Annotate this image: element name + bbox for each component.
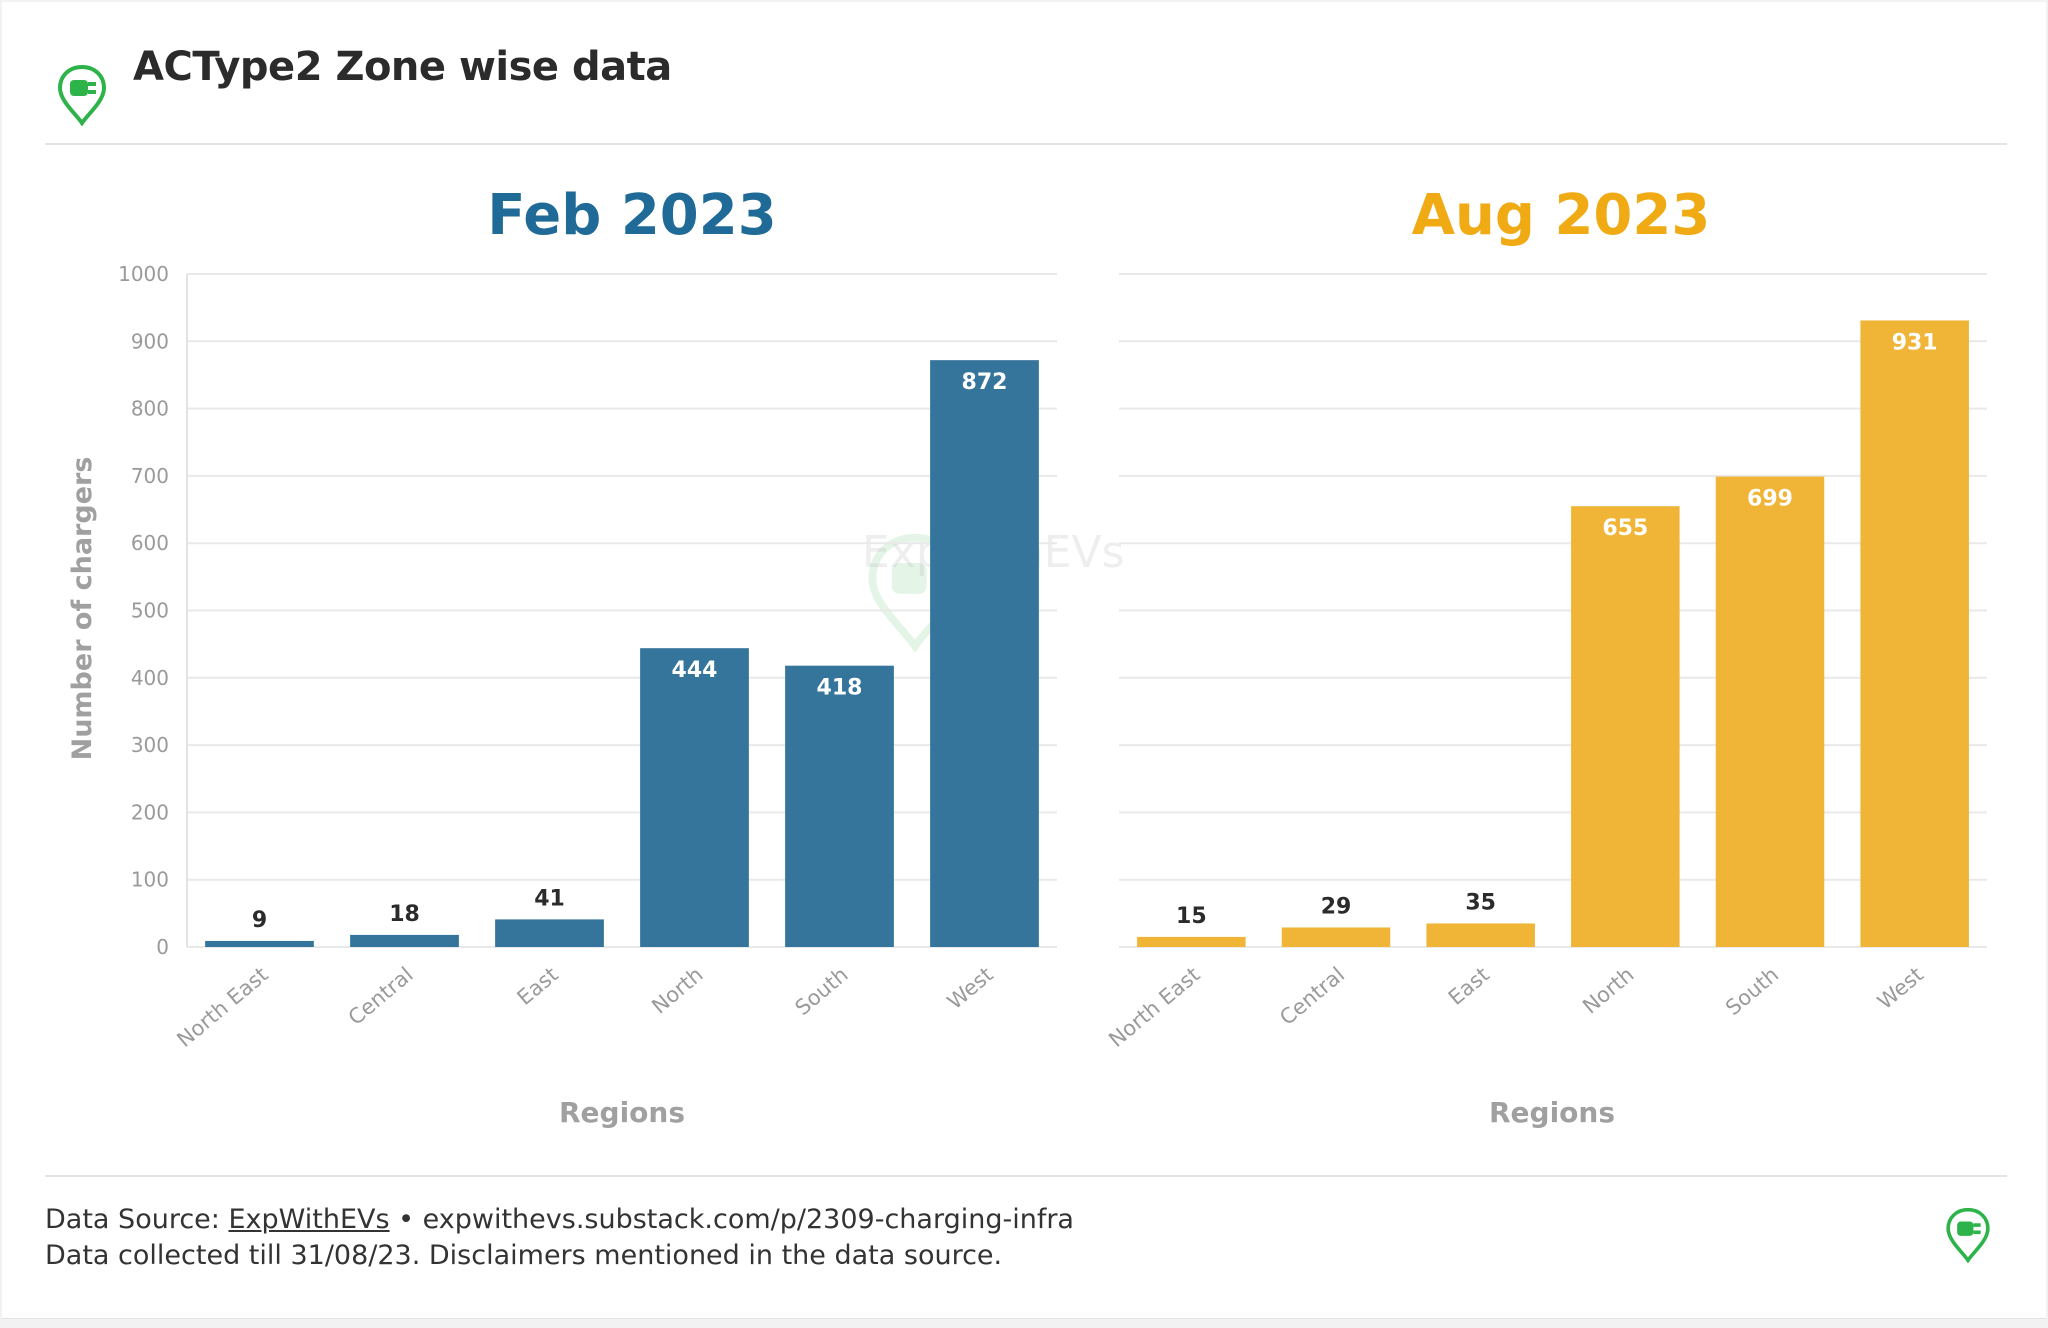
bar bbox=[785, 665, 894, 947]
bar bbox=[1860, 320, 1969, 947]
bar bbox=[1137, 936, 1246, 947]
x-tick-label: Central bbox=[344, 962, 418, 1030]
ev-plug-location-icon bbox=[1946, 1207, 1990, 1263]
x-tick-label: North bbox=[1578, 962, 1638, 1018]
x-tick-label: East bbox=[513, 962, 563, 1010]
bar bbox=[640, 648, 749, 947]
x-tick-label: North East bbox=[172, 962, 272, 1052]
bar bbox=[1571, 506, 1680, 947]
bar bbox=[930, 360, 1039, 947]
data-label: 418 bbox=[817, 676, 863, 701]
data-label: 931 bbox=[1892, 330, 1938, 355]
bar bbox=[1281, 927, 1391, 947]
footer-divider bbox=[45, 1175, 2007, 1177]
bar-charts: 0 100 200 300 400 500 600 700 800 900 1000 Feb 2023… bbox=[67, 183, 1987, 1129]
bar bbox=[205, 940, 314, 947]
y-tick-label: 900 bbox=[131, 329, 169, 353]
bar bbox=[1715, 476, 1825, 947]
y-tick-label: 100 bbox=[131, 868, 169, 892]
y-tick-label: 600 bbox=[131, 531, 169, 555]
data-label: 872 bbox=[962, 370, 1008, 395]
y-tick-label: 800 bbox=[131, 397, 169, 421]
x-tick-label: Central bbox=[1275, 962, 1349, 1030]
data-label: 29 bbox=[1321, 894, 1352, 919]
y-tick-label: 1000 bbox=[118, 262, 169, 286]
data-label: 18 bbox=[389, 902, 420, 927]
y-tick-label: 700 bbox=[131, 464, 169, 488]
y-tick-label: 200 bbox=[131, 800, 169, 824]
footer-source-prefix: Data Source: bbox=[45, 1204, 229, 1235]
bar bbox=[1426, 923, 1535, 947]
header-divider bbox=[45, 143, 2007, 145]
y-axis-label: Number of chargers bbox=[67, 457, 98, 761]
x-tick-label: South bbox=[1721, 962, 1783, 1020]
x-tick-label: North bbox=[647, 962, 707, 1018]
footer-source-line: Data Source: ExpWithEVs • expwithevs.sub… bbox=[45, 1202, 1074, 1238]
data-label: 444 bbox=[672, 658, 718, 683]
x-tick-label: North East bbox=[1104, 962, 1204, 1052]
data-label: 9 bbox=[252, 908, 267, 933]
footer-note: Data collected till 31/08/23. Disclaimer… bbox=[45, 1240, 1003, 1271]
y-tick-label: 300 bbox=[131, 733, 169, 757]
source-link[interactable]: ExpWithEVs bbox=[228, 1204, 390, 1235]
chart-title: Feb 2023 bbox=[487, 183, 776, 248]
footer-source-url: • expwithevs.substack.com/p/2309-chargin… bbox=[389, 1204, 1074, 1235]
y-tick-label: 0 bbox=[156, 935, 169, 959]
chart-title: Aug 2023 bbox=[1412, 183, 1711, 248]
bar bbox=[495, 919, 604, 947]
y-tick-label: 400 bbox=[131, 666, 169, 690]
data-label: 699 bbox=[1747, 487, 1793, 512]
y-tick-label: 500 bbox=[131, 599, 169, 623]
page-title: ACType2 Zone wise data bbox=[133, 44, 672, 90]
x-tick-label: East bbox=[1444, 962, 1494, 1010]
ev-plug-location-icon bbox=[57, 64, 107, 126]
x-tick-label: West bbox=[1873, 962, 1928, 1014]
data-label: 35 bbox=[1465, 890, 1496, 915]
data-label: 41 bbox=[534, 886, 565, 911]
bar bbox=[350, 934, 459, 947]
data-label: 15 bbox=[1176, 904, 1207, 929]
x-axis-label: Regions bbox=[559, 1096, 685, 1129]
data-label: 655 bbox=[1602, 516, 1648, 541]
x-tick-label: South bbox=[791, 962, 853, 1020]
x-axis-label: Regions bbox=[1489, 1096, 1615, 1129]
footer: Data Source: ExpWithEVs • expwithevs.sub… bbox=[45, 1202, 1074, 1274]
x-tick-label: West bbox=[943, 962, 998, 1014]
